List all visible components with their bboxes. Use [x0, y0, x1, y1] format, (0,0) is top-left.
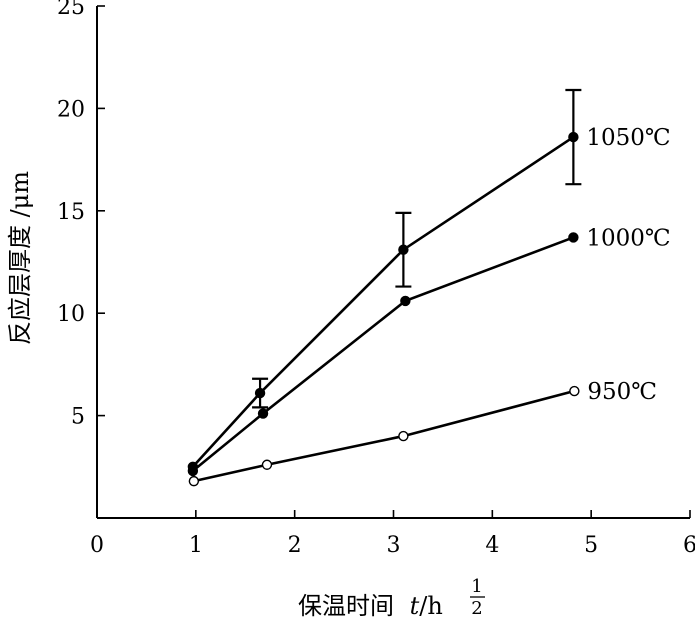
data-point — [568, 131, 579, 143]
x-tick-label: 6 — [683, 533, 695, 558]
x-axis-title-exp-den: 2 — [471, 598, 482, 619]
series-label: 1050℃ — [586, 125, 670, 151]
x-axis-title-var: t — [410, 592, 420, 620]
series-line — [191, 135, 575, 468]
data-point — [398, 430, 409, 442]
series-label: 1000℃ — [586, 225, 670, 251]
x-axis-title-prefix: 保温时间 — [298, 592, 394, 620]
series-2 — [188, 385, 580, 487]
y-axis-title: 反应层厚度 /μm — [6, 171, 34, 345]
x-axis-title-unit: /h — [419, 592, 443, 620]
x-tick-label: 2 — [288, 533, 302, 558]
y-tick-label: 25 — [57, 0, 85, 20]
series-1 — [187, 232, 579, 477]
data-point — [400, 295, 411, 307]
series-line — [192, 236, 574, 472]
axes — [96, 6, 690, 519]
data-point — [188, 475, 200, 487]
data-point — [569, 385, 580, 397]
data-point — [398, 244, 409, 255]
x-tick-label: 4 — [485, 533, 499, 558]
x-axis-title: 保温时间 t/h 1 2 — [298, 576, 485, 620]
ticks: 0 1 2 3 4 5 6 5 10 15 20 25 — [57, 0, 695, 558]
data-point — [257, 408, 269, 419]
y-tick-label: 20 — [57, 97, 85, 122]
series-0 — [187, 88, 582, 472]
y-tick-label: 5 — [71, 405, 85, 430]
series-label: 950℃ — [587, 379, 657, 405]
svg-text:保温时间 t/h: 保温时间 t/h — [298, 592, 443, 620]
y-tick-label: 10 — [57, 302, 85, 327]
y-tick-label: 15 — [57, 200, 85, 225]
x-tick-label: 1 — [189, 533, 203, 558]
series-group — [187, 88, 582, 487]
series-labels: 1050℃ 1000℃ 950℃ — [586, 125, 670, 405]
data-point — [187, 465, 199, 477]
x-tick-label: 3 — [387, 533, 401, 558]
data-point — [261, 459, 273, 470]
series-line — [193, 389, 575, 483]
data-point — [254, 387, 266, 399]
x-tick-label: 0 — [90, 533, 104, 558]
x-axis-title-exp-num: 1 — [471, 576, 482, 597]
data-point — [568, 232, 579, 243]
x-tick-label: 5 — [584, 533, 598, 558]
